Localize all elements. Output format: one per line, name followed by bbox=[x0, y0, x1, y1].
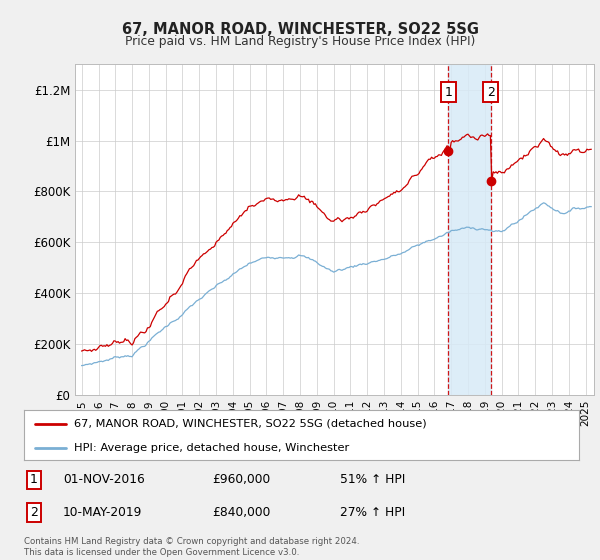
Text: £840,000: £840,000 bbox=[213, 506, 271, 519]
Text: 67, MANOR ROAD, WINCHESTER, SO22 5SG: 67, MANOR ROAD, WINCHESTER, SO22 5SG bbox=[121, 22, 479, 38]
Text: 01-NOV-2016: 01-NOV-2016 bbox=[63, 473, 145, 486]
Text: £960,000: £960,000 bbox=[213, 473, 271, 486]
Text: 1: 1 bbox=[445, 86, 452, 99]
Text: 27% ↑ HPI: 27% ↑ HPI bbox=[340, 506, 406, 519]
Text: Contains HM Land Registry data © Crown copyright and database right 2024.
This d: Contains HM Land Registry data © Crown c… bbox=[24, 537, 359, 557]
Text: HPI: Average price, detached house, Winchester: HPI: Average price, detached house, Winc… bbox=[74, 443, 349, 452]
Text: 1: 1 bbox=[30, 473, 38, 486]
Text: 10-MAY-2019: 10-MAY-2019 bbox=[63, 506, 142, 519]
Text: 2: 2 bbox=[30, 506, 38, 519]
Text: 67, MANOR ROAD, WINCHESTER, SO22 5SG (detached house): 67, MANOR ROAD, WINCHESTER, SO22 5SG (de… bbox=[74, 418, 427, 428]
Bar bbox=[448, 64, 491, 395]
Text: 2: 2 bbox=[487, 86, 495, 99]
Text: Price paid vs. HM Land Registry's House Price Index (HPI): Price paid vs. HM Land Registry's House … bbox=[125, 35, 475, 48]
Text: 51% ↑ HPI: 51% ↑ HPI bbox=[340, 473, 406, 486]
